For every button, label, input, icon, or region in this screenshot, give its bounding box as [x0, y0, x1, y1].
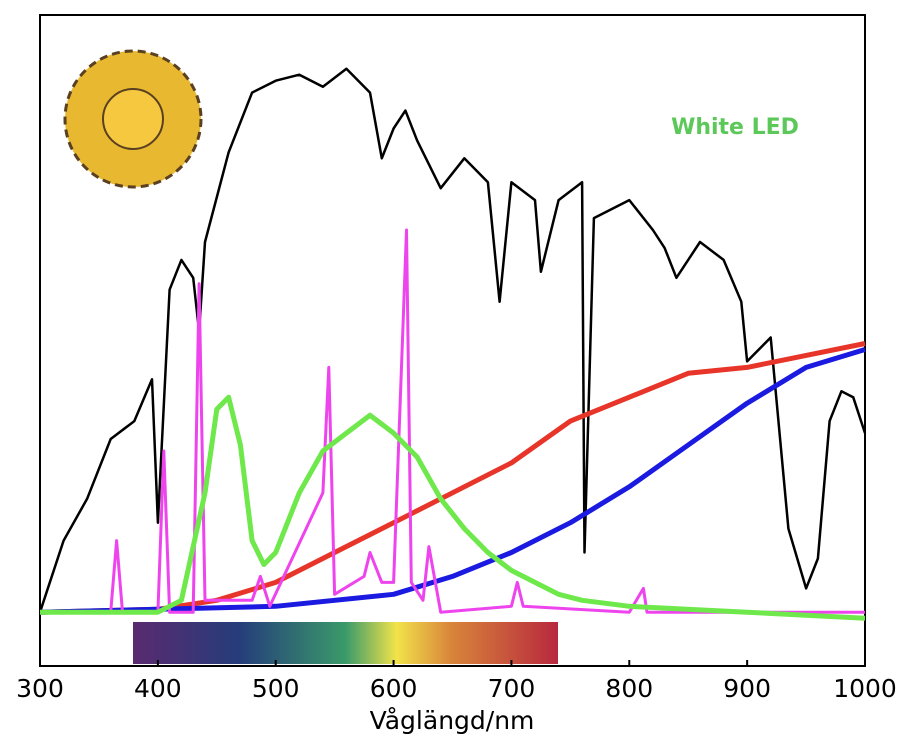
x-tick-label: 400: [134, 674, 182, 703]
x-tick-label: 800: [605, 674, 653, 703]
x-tick-label: 700: [488, 674, 536, 703]
x-tick-label: 900: [723, 674, 771, 703]
x-tick-label: 300: [16, 674, 64, 703]
spectrum-bar: [133, 622, 558, 664]
x-tick-label: 500: [252, 674, 300, 703]
x-axis-label: Våglängd/nm: [370, 706, 535, 735]
x-tick-label: 1000: [833, 674, 897, 703]
x-tick-label: 600: [370, 674, 418, 703]
chart: White LED Våglängd/nm 300 400 500 600 700 800…: [0, 0, 903, 738]
sun-icon: [65, 51, 201, 187]
annotation: White LED: [671, 115, 799, 140]
